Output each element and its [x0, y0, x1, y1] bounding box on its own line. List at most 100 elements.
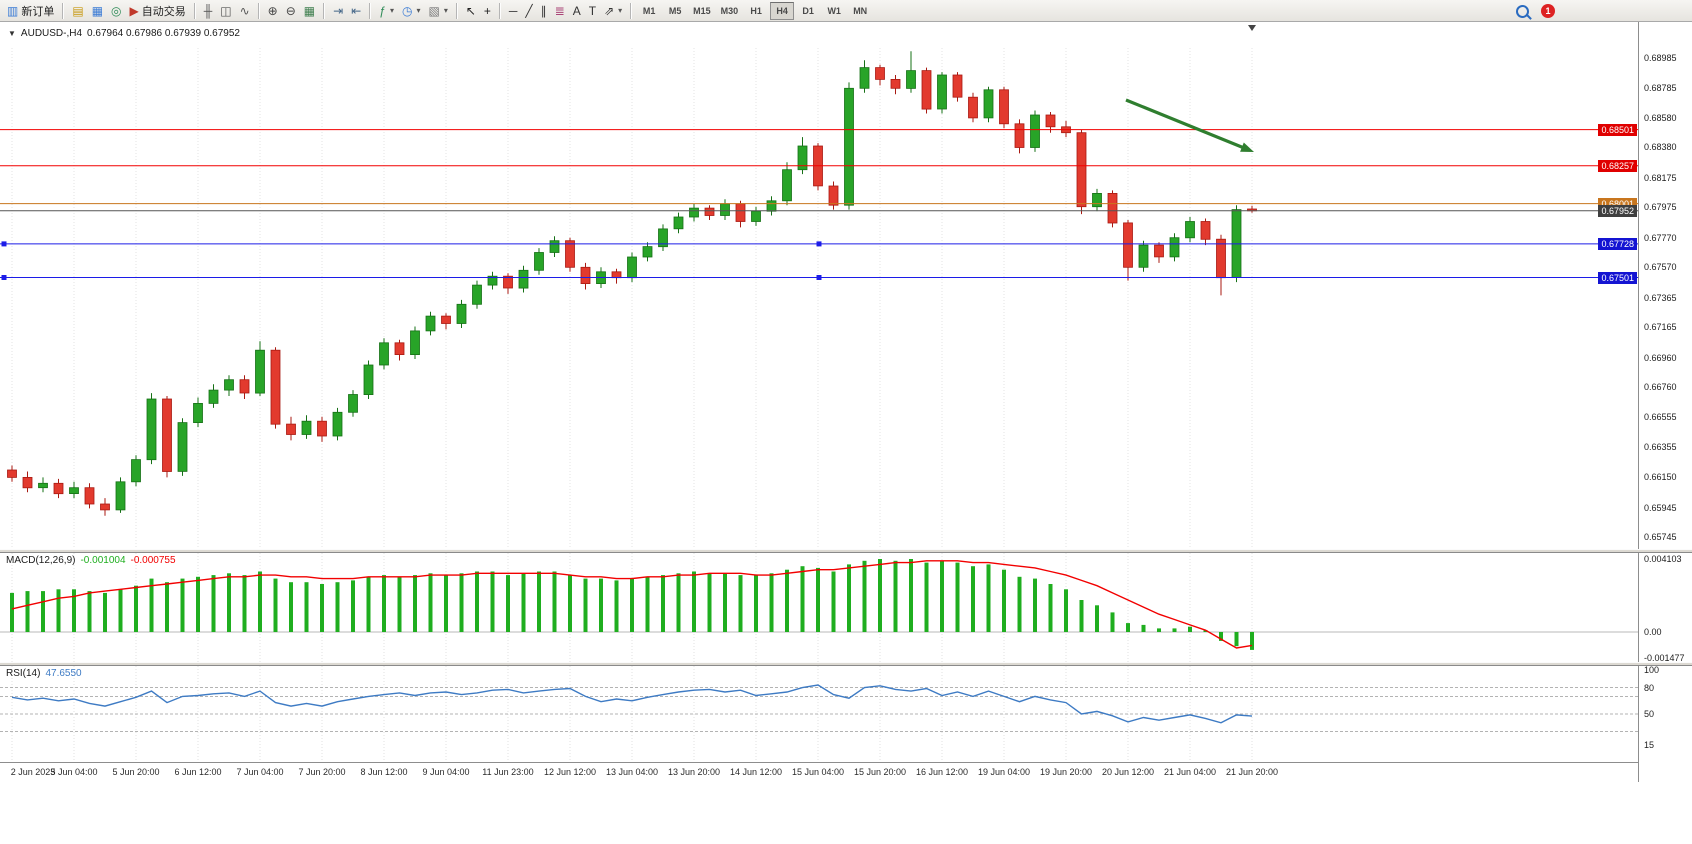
candle: [844, 87, 854, 206]
search-button[interactable]: [1512, 2, 1533, 21]
candle: [1045, 114, 1056, 128]
chart-shift-button[interactable]: ⇤: [347, 1, 365, 20]
timeframe-m1-button[interactable]: M1: [637, 2, 661, 20]
periods-button[interactable]: ◷ ▾: [398, 1, 425, 20]
one-click-trading-toggle-icon[interactable]: ▼: [8, 29, 16, 38]
toolbar-separator: [455, 2, 458, 19]
price-axis-label: 0.65745: [1644, 532, 1677, 542]
time-axis-label: 13 Jun 20:00: [667, 767, 721, 777]
candlestick-chart-button[interactable]: ◫: [216, 1, 235, 20]
chevron-down-icon: ▾: [443, 6, 448, 15]
crosshair-button[interactable]: +: [480, 1, 495, 20]
autotrading-button[interactable]: ▶ 自动交易: [126, 1, 190, 20]
candle: [224, 379, 234, 391]
market-watch-button[interactable]: ▤: [68, 1, 87, 20]
toolbar-separator: [62, 2, 65, 19]
candle: [441, 315, 451, 324]
candle: [689, 207, 699, 218]
data-window-button[interactable]: ▦: [88, 1, 107, 20]
fibonacci-icon: ≣: [554, 3, 565, 18]
chevron-down-icon: ▾: [416, 6, 421, 15]
line-chart-button[interactable]: ∿: [236, 1, 254, 20]
chart-window-title: ▼ AUDUSD-,H4 0.67964 0.67986 0.67939 0.6…: [8, 28, 240, 39]
text-label-icon: T: [588, 3, 597, 18]
bar-chart-button[interactable]: ╫: [200, 1, 217, 20]
price-axis-label: 0.68985: [1644, 53, 1677, 63]
toolbar: ▥ 新订单 ▤ ▦ ◎ ▶ 自动交易 ╫ ◫ ∿ ⊕ ⊖ ▦ ⇥ ⇤ ƒ ▾ ◷ ▾ ▧ ▾ ↖ + ─ ╱ ∥ ≣ A T ⇗ ▾ M1 M…: [0, 0, 1692, 22]
chart-shift-icon: ⇤: [351, 3, 362, 18]
fibonacci-button[interactable]: ≣: [551, 1, 569, 20]
candle: [1076, 132, 1087, 208]
tile-windows-icon: ▦: [303, 3, 316, 18]
text-label-button[interactable]: T: [585, 1, 600, 20]
panel-separator[interactable]: [0, 549, 1692, 553]
zoom-in-button[interactable]: ⊕: [264, 1, 282, 20]
rsi-axis-label: 80: [1644, 683, 1655, 693]
auto-scroll-icon: ⇥: [333, 3, 344, 18]
panel-separator[interactable]: [0, 662, 1692, 666]
candle: [1092, 192, 1102, 208]
candle: [1154, 244, 1164, 258]
timeframe-m15-button[interactable]: M15: [689, 2, 715, 20]
zoom-out-button[interactable]: ⊖: [282, 1, 300, 20]
templates-button[interactable]: ▧ ▾: [424, 1, 451, 20]
navigator-button[interactable]: ◎: [107, 1, 125, 20]
candle: [921, 70, 932, 110]
cursor-icon: ↖: [465, 3, 476, 18]
candle: [1185, 221, 1195, 239]
arrows-button[interactable]: ⇗ ▾: [600, 1, 626, 20]
price-axis-label: 0.66355: [1644, 442, 1677, 452]
macd-axis-label: -0.001477: [1644, 653, 1685, 663]
timeframe-mn-button[interactable]: MN: [848, 2, 872, 20]
auto-scroll-button[interactable]: ⇥: [329, 1, 347, 20]
candle: [828, 185, 839, 206]
candle: [394, 342, 405, 355]
timeframe-m30-button[interactable]: M30: [717, 2, 743, 20]
rsi-axis-label: 50: [1644, 709, 1655, 719]
price-axis-label: 0.67975: [1644, 202, 1677, 212]
time-axis-label: 7 Jun 20:00: [298, 767, 346, 777]
time-axis-label: 6 Jun 12:00: [174, 767, 222, 777]
time-axis-label: 21 Jun 20:00: [1225, 767, 1279, 777]
candle: [456, 303, 467, 324]
candle: [937, 74, 947, 110]
market-watch-icon: ▤: [72, 3, 84, 18]
candle: [518, 269, 529, 289]
price-axis-label: 0.68785: [1644, 83, 1677, 93]
time-axis-label: 15 Jun 20:00: [853, 767, 907, 777]
macd-canvas[interactable]: [0, 553, 1638, 662]
indicators-button[interactable]: ƒ ▾: [375, 1, 398, 20]
time-axis-label: 5 Jun 04:00: [50, 767, 98, 777]
time-axis-label: 21 Jun 04:00: [1163, 767, 1217, 777]
equidistant-channel-button[interactable]: ∥: [537, 1, 551, 20]
candlestick-canvas[interactable]: [0, 22, 1638, 549]
timeframe-d1-button[interactable]: D1: [796, 2, 820, 20]
trendline-button[interactable]: ╱: [521, 1, 536, 20]
new-order-button[interactable]: ▥ 新订单: [3, 1, 58, 20]
timeframe-w1-button[interactable]: W1: [822, 2, 846, 20]
candle: [487, 275, 498, 286]
notification-badge[interactable]: 1: [1541, 4, 1555, 18]
cursor-button[interactable]: ↖: [462, 1, 480, 20]
timeframe-m5-button[interactable]: M5: [663, 2, 687, 20]
candle: [503, 275, 513, 289]
bar-chart-icon: ╫: [203, 3, 213, 18]
candle: [751, 210, 761, 222]
symbol-period-label: AUDUSD-,H4: [20, 28, 83, 39]
price-axis-label: 0.67770: [1644, 233, 1677, 243]
tile-windows-button[interactable]: ▦: [300, 1, 319, 20]
timeframe-h4-button[interactable]: H4: [770, 1, 795, 20]
candle: [1138, 244, 1149, 268]
zoom-out-icon: ⊖: [285, 3, 296, 18]
time-axis-label: 16 Jun 12:00: [915, 767, 969, 777]
time-axis-label: 11 Jun 23:00: [482, 767, 534, 777]
candle: [69, 487, 79, 495]
time-axis[interactable]: 2 Jun 2023 5 Jun 04:00 5 Jun 20:00 6 Jun 12…: [0, 762, 1638, 783]
price-axis[interactable]: 0.68985 0.68785 0.68580 0.68380 0.68175 0.679…: [1639, 0, 1692, 844]
horizontal-line-button[interactable]: ─: [505, 1, 522, 20]
text-button[interactable]: A: [569, 1, 585, 20]
timeframe-h1-button[interactable]: H1: [744, 2, 768, 20]
macd-name: MACD(12,26,9): [6, 555, 76, 566]
autotrading-label: 自动交易: [141, 5, 186, 18]
rsi-canvas[interactable]: [0, 666, 1638, 762]
